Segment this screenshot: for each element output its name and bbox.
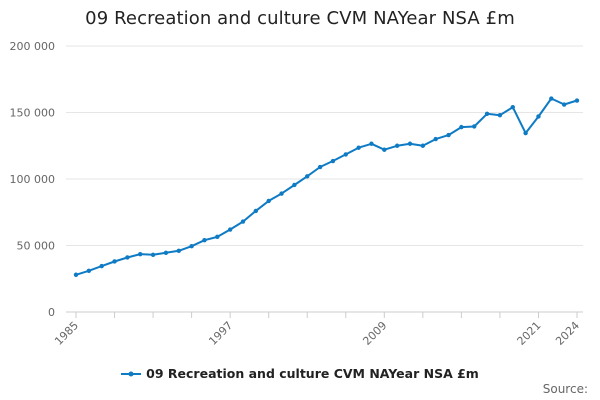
x-tick-label: 2024 [553,319,582,348]
data-point[interactable] [536,114,541,119]
y-tick-label: 150 000 [10,107,56,120]
grid-lines [66,45,583,246]
data-point[interactable] [561,102,567,107]
data-point[interactable] [253,208,259,214]
data-point[interactable] [420,143,426,148]
data-point[interactable] [446,132,451,138]
data-point[interactable] [433,136,438,142]
data-point[interactable] [292,182,297,188]
data-point[interactable] [356,145,361,150]
data-point[interactable] [382,147,387,152]
data-point[interactable] [305,174,310,179]
data-point[interactable] [73,272,79,277]
data-point[interactable] [497,112,503,118]
data-point[interactable] [202,237,207,243]
data-point[interactable] [279,191,284,196]
data-point[interactable] [472,124,477,129]
data-point[interactable] [99,263,104,269]
data-point[interactable] [240,219,246,224]
data-point[interactable] [549,96,554,101]
data-point[interactable] [523,130,528,136]
data-point[interactable] [176,248,181,254]
y-tick-label: 200 000 [10,40,56,53]
data-point[interactable] [125,255,130,260]
x-axis-tick-labels: 1985 1997 2009 2021 2024 [52,319,582,348]
series-line [75,97,578,276]
source-label[interactable]: Source: [542,382,588,396]
data-point[interactable] [215,234,220,240]
data-point[interactable] [227,227,233,232]
data-point[interactable] [407,141,413,146]
data-point[interactable] [317,164,323,170]
data-point[interactable] [510,104,515,110]
data-point[interactable] [459,124,464,130]
chart-title: 09 Recreation and culture CVM NAYear NSA… [85,8,515,29]
y-tick-label: 50 000 [17,240,56,253]
series-layer [73,96,580,277]
data-point[interactable] [266,198,271,204]
legend-line-icon [121,371,142,376]
data-point[interactable] [86,268,92,273]
data-point[interactable] [112,259,117,264]
x-tick-label: 2009 [360,319,389,348]
data-point[interactable] [150,252,156,258]
x-tick-label: 1997 [206,319,235,348]
x-axis [66,311,583,318]
data-point[interactable] [343,152,348,157]
legend-series-label: 09 Recreation and culture CVM NAYear NSA… [146,366,479,381]
data-point[interactable] [330,158,336,164]
data-point[interactable] [163,250,169,256]
data-point[interactable] [369,141,374,146]
legend[interactable]: 09 Recreation and culture CVM NAYear NSA… [0,366,600,381]
y-axis-tick-labels: 0 50 000 100 000 150 000 200 000 [10,40,56,319]
x-tick-label: 2021 [515,319,544,348]
x-tick-label: 1985 [52,319,81,348]
data-point[interactable] [574,98,580,103]
data-point[interactable] [138,251,143,257]
data-point[interactable] [189,243,194,249]
y-tick-label: 100 000 [10,173,56,186]
data-point[interactable] [484,111,490,117]
y-tick-label: 0 [48,306,55,319]
data-point[interactable] [394,143,400,148]
